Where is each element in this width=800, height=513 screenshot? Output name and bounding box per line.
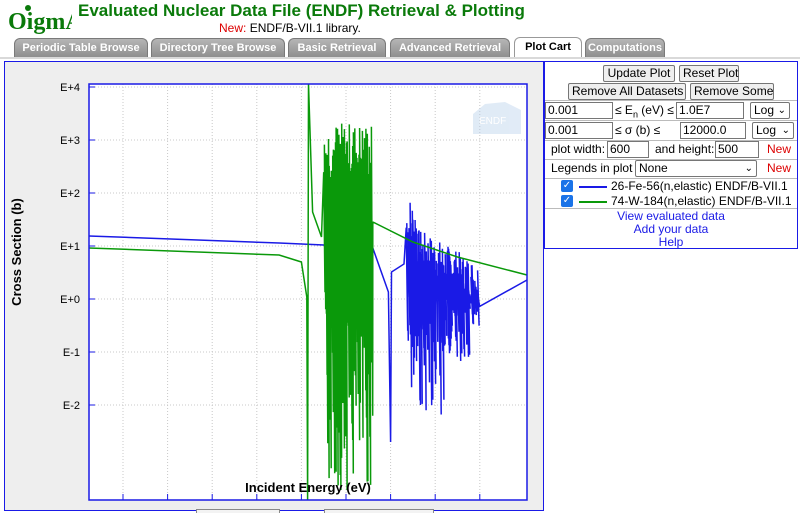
fe-56-curve xyxy=(88,202,528,443)
x-tick-label: E+2 xyxy=(291,509,311,510)
remove-some-button[interactable]: Remove Some xyxy=(690,83,774,100)
dataset-color-swatch xyxy=(579,201,607,203)
chevron-down-icon: ⌄ xyxy=(744,163,753,174)
x-tick-label: E+6 xyxy=(470,509,490,510)
plot-curves xyxy=(88,83,528,501)
legends-value: None xyxy=(639,161,668,175)
page-title: Evaluated Nuclear Data File (ENDF) Retri… xyxy=(78,1,525,20)
update-plot-button[interactable]: Update Plot xyxy=(603,65,675,82)
w-184-curve xyxy=(88,83,528,501)
divider xyxy=(545,140,797,141)
divider xyxy=(545,178,797,179)
energy-min-input[interactable]: 0.001 xyxy=(545,102,613,119)
divider xyxy=(545,208,797,209)
y-tick-label: E+3 xyxy=(60,135,80,147)
y-tick-label: E+1 xyxy=(60,241,80,253)
new-badge: New xyxy=(767,161,792,175)
sigma-scale-value: Log xyxy=(756,123,777,137)
dataset-checkbox[interactable]: ✓ xyxy=(561,195,573,207)
bottom-control[interactable] xyxy=(196,509,280,513)
y-tick-label: E+4 xyxy=(60,82,80,94)
energy-scale-select[interactable]: Log ⌄ xyxy=(750,102,790,119)
energy-subscript: n xyxy=(632,109,638,120)
page-subtitle: New: ENDF/B-VII.1 library. xyxy=(219,21,361,35)
x-axis-label: Incident Energy (eV) xyxy=(245,480,371,495)
library-label: ENDF/B-VII.1 library. xyxy=(249,21,361,35)
dataset-checkbox[interactable]: ✓ xyxy=(561,180,573,192)
plot-controls-panel: Update Plot Reset Plot Remove All Datase… xyxy=(544,61,798,249)
view-evaluated-data-link[interactable]: View evaluated data xyxy=(617,209,725,223)
chevron-down-icon: ⌄ xyxy=(777,105,786,116)
energy-range-label: ≤ En (eV) ≤ xyxy=(615,103,674,122)
watermark-icon: ENDF xyxy=(473,102,521,134)
dataset-label: 26-Fe-56(n,elastic) ENDF/B-VII.1 xyxy=(611,179,788,193)
sigma-range-label: ≤ σ (b) ≤ xyxy=(615,123,661,137)
plot-panel: ENDF E-2E-1E+0E+1E+2E+3E+4E+5E+6E+4E+3E+… xyxy=(4,61,544,511)
plot-frame xyxy=(88,83,528,501)
new-badge: New xyxy=(767,142,792,156)
plot-width-label: plot width: xyxy=(551,142,606,156)
divider xyxy=(545,120,797,121)
y-axis-label: Cross Section (b) xyxy=(9,198,24,306)
y-tick-label: E-2 xyxy=(63,400,80,412)
energy-scale-value: Log xyxy=(754,103,775,117)
x-tick-label: E-1 xyxy=(159,509,176,510)
sigma-logo[interactable]: OigmA xyxy=(6,4,72,34)
y-tick-label: E+2 xyxy=(60,188,80,200)
tab-plot-cart[interactable]: Plot Cart xyxy=(514,37,582,58)
plot-height-input[interactable]: 500 xyxy=(715,141,759,158)
divider xyxy=(545,159,797,160)
tab-bar: Periodic Table Browse Directory Tree Bro… xyxy=(14,37,674,58)
x-tick-label: E-2 xyxy=(114,509,131,510)
sigma-max-input[interactable]: 12000.0 xyxy=(680,122,746,139)
legends-label: Legends in plot xyxy=(551,161,633,175)
legends-select[interactable]: None ⌄ xyxy=(635,160,757,177)
energy-unit-label: (eV) ≤ xyxy=(641,103,674,117)
tab-periodic-table-browse[interactable]: Periodic Table Browse xyxy=(14,38,148,57)
tab-basic-retrieval[interactable]: Basic Retrieval xyxy=(288,38,386,57)
plot-height-label: and height: xyxy=(655,142,715,156)
tab-directory-tree-browse[interactable]: Directory Tree Browse xyxy=(151,38,285,57)
dataset-color-swatch xyxy=(579,186,607,188)
y-tick-label: E-1 xyxy=(63,347,80,359)
new-label: New: xyxy=(219,21,247,35)
sigma-min-input[interactable]: 0.001 xyxy=(545,122,613,139)
dataset-label: 74-W-184(n,elastic) ENDF/B-VII.1 xyxy=(611,194,792,208)
sigma-scale-select[interactable]: Log ⌄ xyxy=(752,122,794,139)
tab-computations[interactable]: Computations xyxy=(585,38,665,57)
energy-max-input[interactable]: 1.0E7 xyxy=(676,102,744,119)
logo-text: OigmA xyxy=(8,9,72,34)
cross-section-plot[interactable]: ENDF E-2E-1E+0E+1E+2E+3E+4E+5E+6E+4E+3E+… xyxy=(5,62,543,510)
chevron-down-icon: ⌄ xyxy=(781,125,790,136)
tab-advanced-retrieval[interactable]: Advanced Retrieval xyxy=(390,38,510,57)
divider xyxy=(545,100,797,101)
plot-width-input[interactable]: 600 xyxy=(607,141,649,158)
bottom-control[interactable] xyxy=(324,509,434,513)
remove-all-datasets-button[interactable]: Remove All Datasets xyxy=(568,83,686,100)
y-tick-label: E+0 xyxy=(60,294,80,306)
x-tick-label: E+5 xyxy=(425,509,445,510)
svg-text:ENDF: ENDF xyxy=(479,116,506,127)
add-your-data-link[interactable]: Add your data xyxy=(633,222,709,236)
tab-divider xyxy=(0,57,800,59)
energy-label: ≤ E xyxy=(615,103,633,117)
help-link[interactable]: Help xyxy=(658,235,684,249)
reset-plot-button[interactable]: Reset Plot xyxy=(679,65,739,82)
